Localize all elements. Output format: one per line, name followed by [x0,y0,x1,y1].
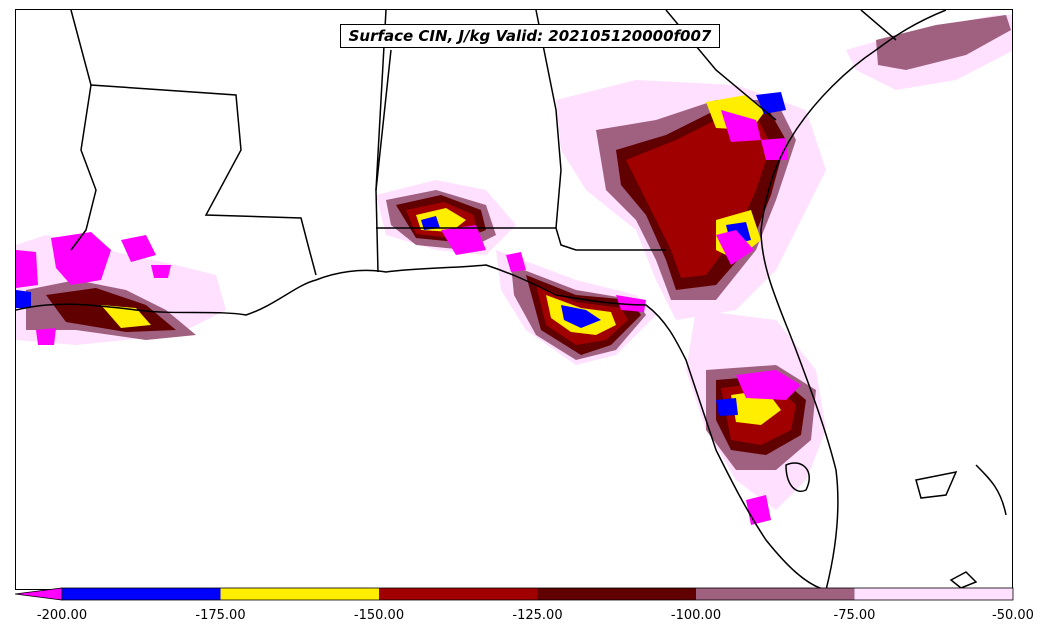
map-title: Surface CIN, J/kg Valid: 202105120000f00… [340,24,720,48]
colorbar-underflow-triangle [15,587,63,601]
colorbar-tick-label: -100.00 [670,608,722,623]
colorbar-tick-label: -150.00 [353,608,405,623]
state-border [860,10,897,41]
cin-region-yellow [101,305,151,328]
coastline [975,464,1007,516]
cin-region-magenta [16,250,38,288]
state-border [376,227,666,251]
colorbar-border [61,587,1014,601]
cin-region-blue [716,398,738,416]
cin-region-mauve [876,15,1011,70]
cin-region-magenta [736,370,801,400]
colorbar-tick-label: -125.00 [512,608,563,623]
cin-field-layer [16,15,1012,525]
colorbar-tick-label: -50.00 [992,608,1034,623]
colorbar-segment [537,588,696,600]
colorbar [15,587,1014,601]
coastline-east [760,10,947,589]
coastline [16,264,826,589]
cin-region-magenta [616,295,646,312]
cin-region-magenta [36,328,56,345]
state-border [70,10,317,276]
boundaries-layer [16,10,1007,589]
cin-region-blue [561,305,601,328]
state-border [535,10,562,229]
coastline [915,470,958,499]
colorbar-tick-label: -175.00 [195,608,246,623]
colorbar-segment [696,588,855,600]
cin-region-magenta [441,225,486,255]
colorbar-tick-label: -75.00 [833,608,876,623]
cin-region-magenta [121,235,156,262]
coastline [785,462,810,492]
cin-region-red [626,115,771,278]
cin-region-magenta [721,110,761,142]
cin-region-blue [16,290,31,308]
cin-region-blue [756,92,786,114]
colorbar-segment [854,588,1013,600]
cin-region-magenta [506,252,526,272]
colorbar-segment [220,588,379,600]
cin-region-magenta [51,232,111,285]
colorbar-segment [379,588,538,600]
coastline [949,571,978,589]
cin-region-magenta [151,265,171,278]
state-border [70,84,97,251]
cin-region-magenta [716,230,754,265]
colorbar-segment [62,588,221,600]
colorbar-tick-label: -200.00 [36,608,88,623]
cin-region-blue [421,216,440,230]
map-canvas [16,10,1012,589]
map-panel: Surface CIN, J/kg Valid: 202105120000f00… [15,9,1013,590]
